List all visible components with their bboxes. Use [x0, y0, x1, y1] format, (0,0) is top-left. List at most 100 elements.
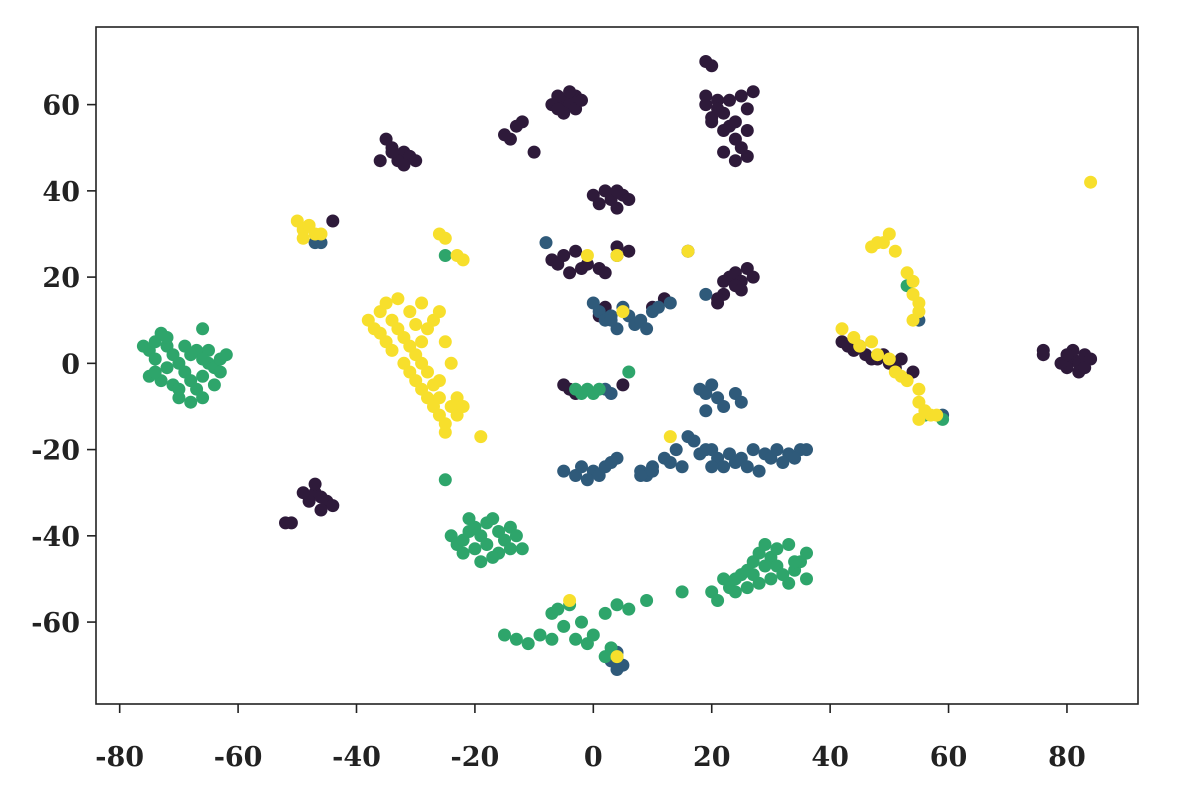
point-green-30 [172, 382, 186, 396]
point-green-53 [503, 542, 517, 556]
point-slate_blue-8 [640, 322, 654, 336]
point-yellow-81 [616, 305, 630, 319]
point-green-80 [711, 594, 725, 607]
point-slate_blue-27 [717, 460, 731, 474]
point-green-18 [148, 352, 162, 366]
point-green-25 [213, 365, 227, 379]
point-green-13 [219, 348, 233, 362]
y-tick-label: -40 [31, 522, 80, 553]
point-slate_blue-47 [669, 443, 683, 457]
point-green-90 [551, 602, 565, 616]
point-slate_blue-54 [575, 460, 588, 474]
point-yellow-45 [314, 227, 328, 241]
point-yellow-61 [835, 322, 849, 336]
point-green-70 [800, 546, 813, 560]
point-slate_blue-31 [746, 443, 760, 457]
plot-frame [95, 26, 1139, 705]
point-yellow-39 [415, 382, 429, 396]
point-dark_purple-41 [397, 158, 411, 172]
point-dark_purple-9 [551, 102, 565, 116]
point-dark_purple-18 [728, 154, 742, 168]
y-tick-label: 40 [42, 177, 80, 208]
point-yellow-73 [912, 412, 926, 426]
data-points [136, 55, 1098, 676]
point-yellow-49 [456, 253, 470, 267]
point-slate_blue-15 [699, 287, 713, 301]
point-yellow-54 [888, 244, 902, 258]
point-dark_purple-45 [527, 145, 541, 159]
point-yellow-64 [865, 335, 879, 349]
point-yellow-44 [296, 231, 310, 245]
point-yellow-37 [403, 365, 417, 379]
point-dark_purple-29 [699, 89, 713, 103]
point-green-46 [456, 546, 470, 560]
point-slate_blue-74 [604, 387, 618, 400]
point-green-28 [160, 331, 174, 344]
point-yellow-18 [438, 425, 452, 439]
point-slate_blue-34 [770, 443, 784, 457]
point-green-32 [196, 352, 210, 366]
point-yellow-33 [438, 335, 452, 349]
x-tick-label: 60 [930, 742, 968, 773]
point-dark_purple-8 [575, 93, 588, 107]
point-green-16 [196, 391, 210, 405]
point-yellow-27 [385, 343, 399, 357]
point-yellow-75 [930, 408, 944, 422]
point-slate_blue-46 [705, 460, 719, 474]
point-green-85 [521, 637, 535, 651]
point-green-29 [196, 322, 210, 336]
point-green-96 [610, 598, 624, 612]
y-axis: -60 -40 -20 0 20 40 60 [31, 91, 96, 639]
point-yellow-23 [403, 305, 417, 319]
point-yellow-76 [563, 594, 577, 607]
point-yellow-80 [663, 430, 677, 444]
point-yellow-38 [409, 318, 423, 331]
point-green-55 [438, 473, 452, 487]
point-dark_purple-120 [711, 292, 725, 306]
point-green-47 [468, 542, 482, 556]
point-green-33 [148, 365, 162, 379]
point-dark_purple-58 [569, 244, 583, 258]
point-green-58 [728, 585, 742, 599]
point-yellow-78 [474, 430, 488, 444]
point-slate_blue-24 [699, 404, 713, 418]
point-dark_purple-88 [284, 516, 298, 530]
point-green-99 [675, 585, 689, 599]
point-dark_purple-64 [622, 244, 636, 258]
point-yellow-26 [373, 326, 387, 340]
point-yellow-77 [610, 650, 624, 664]
point-green-71 [764, 572, 778, 586]
point-yellow-10 [421, 365, 434, 379]
x-tick-label: -80 [95, 742, 144, 773]
point-green-87 [545, 632, 559, 646]
point-yellow-65 [871, 348, 884, 362]
point-dark_purple-23 [734, 89, 748, 103]
point-yellow-22 [415, 296, 429, 310]
point-dark_purple-57 [557, 249, 571, 262]
point-slate_blue-68 [610, 663, 624, 676]
point-slate_blue-37 [740, 460, 754, 474]
point-slate_blue-38 [752, 464, 766, 478]
point-dark_purple-46 [498, 128, 511, 142]
x-tick-label: -40 [332, 742, 381, 773]
point-green-97 [622, 602, 636, 616]
point-yellow-34 [432, 305, 446, 319]
point-yellow-32 [444, 356, 458, 370]
point-green-41 [486, 512, 500, 526]
point-green-67 [782, 576, 796, 590]
point-yellow-43 [290, 214, 304, 228]
point-slate_blue-45 [699, 443, 713, 457]
point-slate_blue-64 [675, 460, 689, 474]
point-green-84 [509, 632, 523, 646]
point-green-86 [533, 628, 547, 642]
point-green-88 [557, 619, 571, 633]
x-tick-label: 20 [693, 742, 731, 773]
point-dark_purple-78 [557, 378, 571, 392]
point-slate_blue-40 [788, 451, 802, 465]
point-slate_blue-61 [634, 469, 648, 482]
point-dark_purple-27 [728, 115, 742, 129]
point-yellow-69 [900, 374, 914, 388]
point-slate_blue-63 [663, 456, 677, 469]
point-dark_purple-21 [711, 102, 725, 116]
